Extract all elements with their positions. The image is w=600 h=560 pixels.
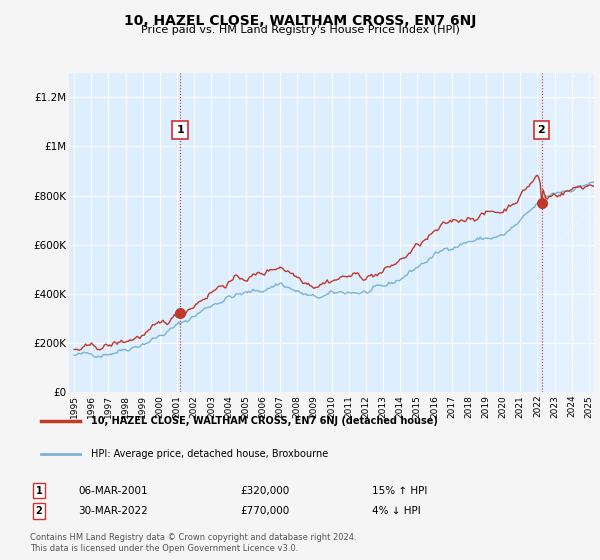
Bar bbox=[542, 73, 594, 392]
10, HAZEL CLOSE, WALTHAM CROSS, EN7 6NJ (detached house) bbox=[430, 228, 437, 235]
Text: HPI: Average price, detached house, Broxbourne: HPI: Average price, detached house, Brox… bbox=[91, 449, 328, 459]
Line: HPI: Average price, detached house, Broxbourne: HPI: Average price, detached house, Brox… bbox=[74, 181, 596, 357]
10, HAZEL CLOSE, WALTHAM CROSS, EN7 6NJ (detached house) bbox=[353, 269, 361, 276]
Text: Price paid vs. HM Land Registry's House Price Index (HPI): Price paid vs. HM Land Registry's House … bbox=[140, 25, 460, 35]
Text: 30-MAR-2022: 30-MAR-2022 bbox=[78, 506, 148, 516]
Text: £320,000: £320,000 bbox=[240, 486, 289, 496]
HPI: Average price, detached house, Broxbourne: (2.02e+03, 5.99e+05): Average price, detached house, Broxbourn… bbox=[458, 241, 465, 248]
HPI: Average price, detached house, Broxbourne: (2e+03, 1.42e+05): Average price, detached house, Broxbourn… bbox=[98, 354, 105, 361]
10, HAZEL CLOSE, WALTHAM CROSS, EN7 6NJ (detached house) bbox=[71, 346, 78, 353]
HPI: Average price, detached house, Broxbourne: (2.02e+03, 5.53e+05): Average price, detached house, Broxbourn… bbox=[430, 253, 437, 260]
Text: £770,000: £770,000 bbox=[240, 506, 289, 516]
Text: 2: 2 bbox=[35, 506, 43, 516]
10, HAZEL CLOSE, WALTHAM CROSS, EN7 6NJ (detached house) bbox=[75, 347, 82, 353]
HPI: Average price, detached house, Broxbourne: (2.03e+03, 8.56e+05): Average price, detached house, Broxbourn… bbox=[591, 178, 598, 185]
Text: 06-MAR-2001: 06-MAR-2001 bbox=[78, 486, 148, 496]
10, HAZEL CLOSE, WALTHAM CROSS, EN7 6NJ (detached house) bbox=[592, 184, 599, 190]
Text: 10, HAZEL CLOSE, WALTHAM CROSS, EN7 6NJ (detached house): 10, HAZEL CLOSE, WALTHAM CROSS, EN7 6NJ … bbox=[91, 416, 437, 426]
Text: 1: 1 bbox=[176, 125, 184, 136]
10, HAZEL CLOSE, WALTHAM CROSS, EN7 6NJ (detached house) bbox=[534, 172, 541, 179]
HPI: Average price, detached house, Broxbourne: (2e+03, 1.68e+05): Average price, detached house, Broxbourn… bbox=[124, 347, 131, 354]
Text: 4% ↓ HPI: 4% ↓ HPI bbox=[372, 506, 421, 516]
10, HAZEL CLOSE, WALTHAM CROSS, EN7 6NJ (detached house) bbox=[179, 311, 187, 318]
10, HAZEL CLOSE, WALTHAM CROSS, EN7 6NJ (detached house) bbox=[458, 217, 465, 223]
HPI: Average price, detached house, Broxbourne: (2e+03, 2.3e+05): Average price, detached house, Broxbourn… bbox=[161, 332, 168, 339]
Text: 2: 2 bbox=[538, 125, 545, 136]
10, HAZEL CLOSE, WALTHAM CROSS, EN7 6NJ (detached house) bbox=[161, 319, 168, 325]
HPI: Average price, detached house, Broxbourne: (2.01e+03, 4.04e+05): Average price, detached house, Broxbourn… bbox=[353, 290, 361, 296]
Line: 10, HAZEL CLOSE, WALTHAM CROSS, EN7 6NJ (detached house): 10, HAZEL CLOSE, WALTHAM CROSS, EN7 6NJ … bbox=[74, 175, 596, 350]
HPI: Average price, detached house, Broxbourne: (2e+03, 2.85e+05): Average price, detached house, Broxbourn… bbox=[179, 319, 187, 325]
HPI: Average price, detached house, Broxbourne: (2e+03, 1.5e+05): Average price, detached house, Broxbourn… bbox=[71, 352, 78, 358]
Text: 15% ↑ HPI: 15% ↑ HPI bbox=[372, 486, 427, 496]
10, HAZEL CLOSE, WALTHAM CROSS, EN7 6NJ (detached house) bbox=[124, 338, 131, 344]
HPI: Average price, detached house, Broxbourne: (2.03e+03, 8.54e+05): Average price, detached house, Broxbourn… bbox=[592, 179, 599, 186]
Text: Contains HM Land Registry data © Crown copyright and database right 2024.
This d: Contains HM Land Registry data © Crown c… bbox=[30, 533, 356, 553]
Text: 1: 1 bbox=[35, 486, 43, 496]
Text: 10, HAZEL CLOSE, WALTHAM CROSS, EN7 6NJ: 10, HAZEL CLOSE, WALTHAM CROSS, EN7 6NJ bbox=[124, 14, 476, 28]
